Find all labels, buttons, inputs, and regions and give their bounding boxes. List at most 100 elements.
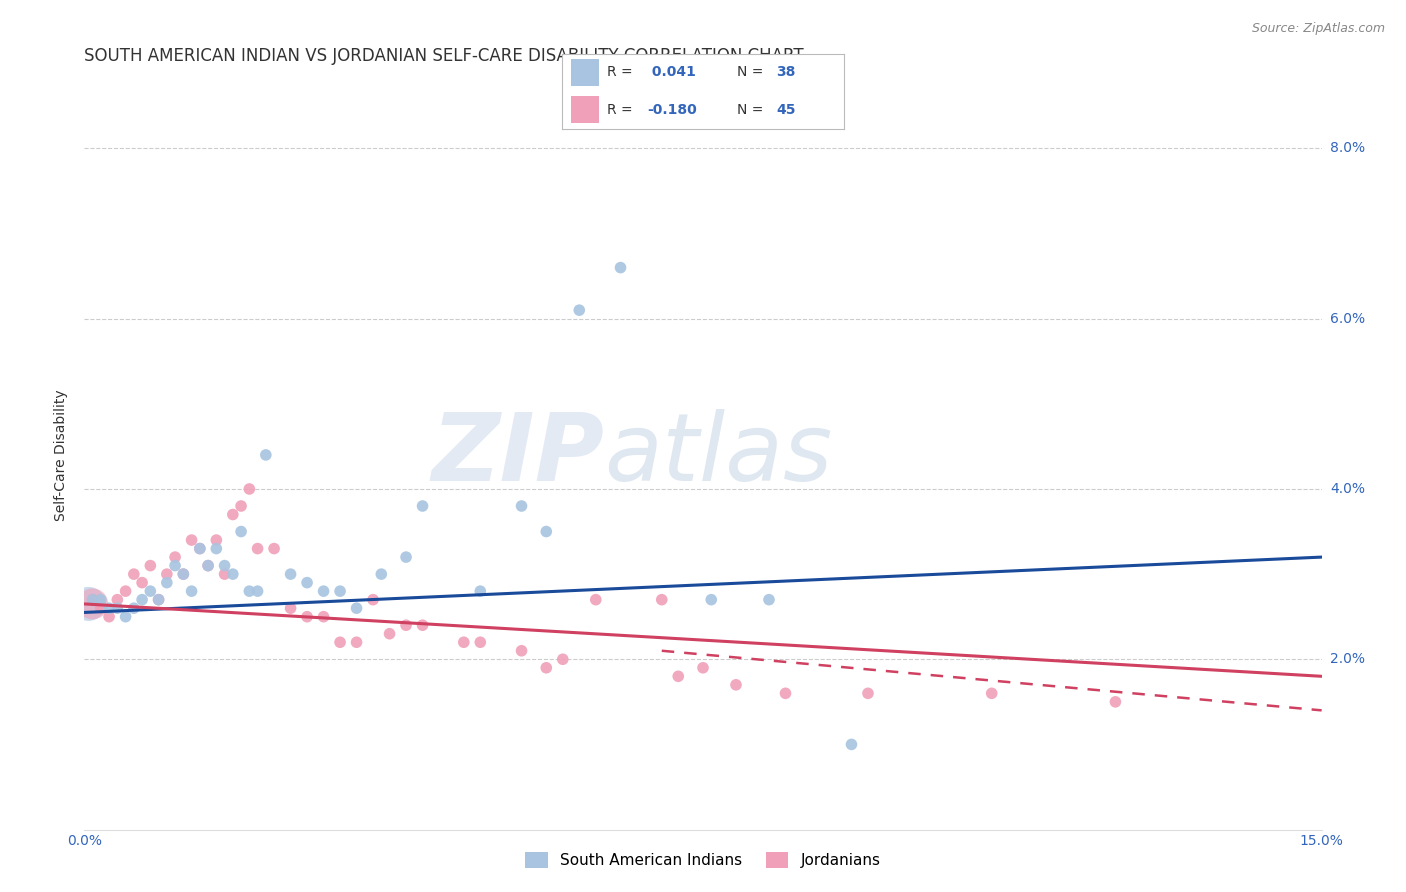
Point (980, 686, 1002, 700)
Point (295, 609, 318, 624)
Point (172, 567, 194, 582)
Text: SOUTH AMERICAN INDIAN VS JORDANIAN SELF-CARE DISABILITY CORRELATION CHART: SOUTH AMERICAN INDIAN VS JORDANIAN SELF-… (84, 47, 804, 65)
Text: 0.041: 0.041 (647, 65, 696, 79)
Point (246, 584, 269, 599)
Point (205, 533, 228, 547)
Point (180, 533, 202, 547)
Point (585, 592, 607, 607)
Point (280, 601, 302, 615)
Point (395, 618, 418, 632)
Point (263, 541, 285, 556)
Bar (571, 59, 599, 87)
Point (470, 635, 492, 649)
Point (295, 575, 318, 590)
Point (114, 609, 136, 624)
Point (98, 609, 121, 624)
Point (361, 592, 384, 607)
Point (222, 508, 245, 522)
Point (551, 652, 574, 666)
Point (122, 601, 145, 615)
Bar (571, 96, 599, 123)
Point (395, 550, 418, 565)
Point (188, 541, 211, 556)
Point (238, 584, 260, 599)
Point (536, 661, 558, 675)
Text: ZIP: ZIP (432, 409, 605, 501)
Point (139, 584, 162, 599)
Point (412, 618, 434, 632)
Point (568, 303, 591, 318)
Text: 6.0%: 6.0% (1330, 311, 1365, 326)
Point (197, 558, 219, 573)
Text: Source: ZipAtlas.com: Source: ZipAtlas.com (1251, 22, 1385, 36)
Text: R =: R = (607, 65, 637, 79)
Point (165, 550, 187, 565)
Point (148, 592, 170, 607)
Point (82, 597, 104, 611)
Point (775, 686, 797, 700)
Point (609, 260, 631, 275)
Point (412, 499, 434, 513)
Point (666, 669, 689, 683)
Text: N =: N = (737, 103, 768, 117)
Point (197, 558, 219, 573)
Point (122, 567, 145, 582)
Point (510, 644, 533, 658)
Point (329, 584, 352, 599)
Point (114, 584, 136, 599)
Point (510, 499, 533, 513)
Point (378, 626, 401, 640)
Point (370, 567, 392, 582)
Point (105, 601, 128, 615)
Point (346, 601, 368, 615)
Text: -0.180: -0.180 (647, 103, 696, 117)
Text: N =: N = (737, 65, 768, 79)
Text: 38: 38 (776, 65, 796, 79)
Point (131, 592, 153, 607)
Point (214, 558, 236, 573)
Text: atlas: atlas (605, 409, 832, 500)
Point (214, 567, 236, 582)
Point (90, 592, 112, 607)
Point (280, 567, 302, 582)
Point (470, 584, 492, 599)
Point (90, 601, 112, 615)
Text: R =: R = (607, 103, 637, 117)
Point (346, 635, 368, 649)
Point (172, 567, 194, 582)
Point (841, 738, 863, 752)
Text: 45: 45 (776, 103, 796, 117)
Point (536, 524, 558, 539)
Point (312, 584, 335, 599)
Y-axis label: Self-Care Disability: Self-Care Disability (55, 389, 69, 521)
Point (180, 584, 202, 599)
Point (188, 541, 211, 556)
Point (724, 678, 747, 692)
Text: 8.0%: 8.0% (1330, 142, 1365, 155)
Point (229, 499, 252, 513)
Point (329, 635, 352, 649)
Point (148, 592, 170, 607)
Point (1104, 695, 1126, 709)
Point (139, 558, 162, 573)
Point (77, 597, 100, 611)
Point (205, 541, 228, 556)
Legend: South American Indians, Jordanians: South American Indians, Jordanians (519, 847, 887, 874)
Point (156, 567, 179, 582)
Point (246, 541, 269, 556)
Point (700, 592, 723, 607)
Point (222, 567, 245, 582)
Point (82, 592, 104, 607)
Point (312, 609, 335, 624)
Text: 4.0%: 4.0% (1330, 482, 1365, 496)
Point (651, 592, 673, 607)
Text: 2.0%: 2.0% (1330, 652, 1365, 666)
Point (238, 482, 260, 496)
Point (98, 601, 121, 615)
Point (131, 575, 153, 590)
Point (758, 592, 780, 607)
Point (82, 592, 104, 607)
Point (254, 448, 277, 462)
Point (229, 524, 252, 539)
Point (856, 686, 879, 700)
